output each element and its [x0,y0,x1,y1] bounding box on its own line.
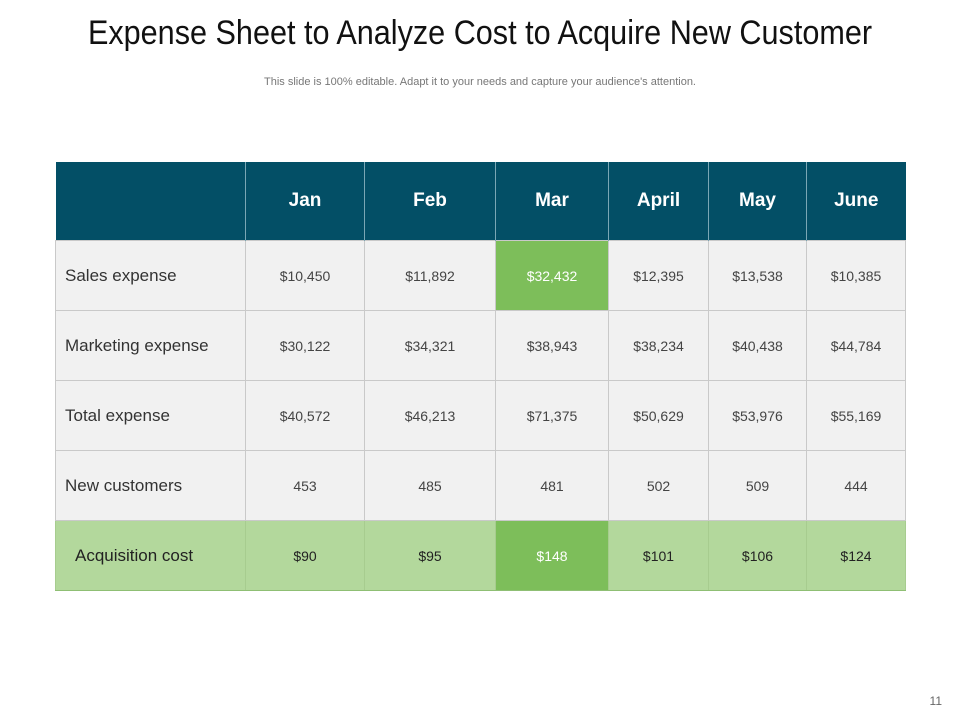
table-cell: $90 [245,520,365,591]
table-cell: 509 [708,450,807,521]
row-label: New customers [55,450,246,521]
table-row: Marketing expense $30,122 $34,321 $38,943 $3… [55,310,906,381]
table-cell: 485 [364,450,496,521]
page-subtitle: This slide is 100% editable. Adapt it to… [264,76,696,88]
table-cell: $148 [495,520,609,591]
table-cell: $53,976 [708,380,807,451]
table-cell: $55,169 [806,380,906,451]
expense-table: Jan Feb Mar April May June Sales expense… [55,162,906,591]
table-cell: $30,122 [245,310,365,381]
page-number: 11 [929,694,942,708]
table-cell: $95 [364,520,496,591]
column-header: Feb [364,162,496,241]
table-cell: $40,438 [708,310,807,381]
table-cell: $106 [708,520,807,591]
table-cell: $11,892 [364,240,496,311]
table-cell: $40,572 [245,380,365,451]
table-cell: $32,432 [495,240,609,311]
table-cell: 453 [245,450,365,521]
table-cell: 502 [608,450,709,521]
table-cell: 444 [806,450,906,521]
header-corner [55,162,246,241]
column-header: June [806,162,906,241]
column-header: May [708,162,807,241]
table-cell: $124 [806,520,906,591]
table-cell: $101 [608,520,709,591]
table-row: Total expense $40,572 $46,213 $71,375 $50,62… [55,380,906,451]
column-header: Mar [495,162,609,241]
table-row: New customers 453 485 481 502 509 444 [55,450,906,521]
table-cell: $46,213 [364,380,496,451]
table-cell: $12,395 [608,240,709,311]
column-header: April [608,162,709,241]
table-row: Sales expense $10,450 $11,892 $32,432 $12,39… [55,240,906,311]
table-cell: $38,943 [495,310,609,381]
table-cell: $44,784 [806,310,906,381]
table-cell: $10,385 [806,240,906,311]
row-label: Marketing expense [55,310,246,381]
table-cell: 481 [495,450,609,521]
row-label: Sales expense [55,240,246,311]
table-row: Acquisition cost $90 $95 $148 $101 $106 $124 [55,520,906,591]
table-cell: $10,450 [245,240,365,311]
table-cell: $13,538 [708,240,807,311]
row-label: Total expense [55,380,246,451]
table-cell: $71,375 [495,380,609,451]
page-title: Expense Sheet to Analyze Cost to Acquire… [87,14,873,52]
table-cell: $34,321 [364,310,496,381]
header-row: Jan Feb Mar April May June [55,162,906,241]
table-cell: $50,629 [608,380,709,451]
table-cell: $38,234 [608,310,709,381]
row-label: Acquisition cost [55,520,246,591]
column-header: Jan [245,162,365,241]
